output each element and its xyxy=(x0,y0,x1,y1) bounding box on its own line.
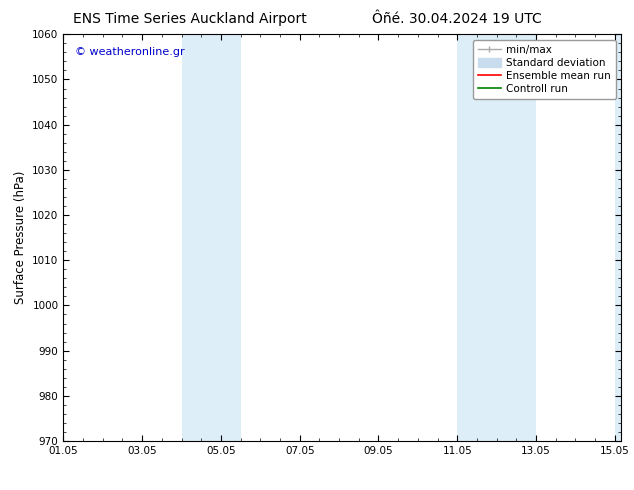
Bar xyxy=(457,34,536,441)
Text: ENS Time Series Auckland Airport: ENS Time Series Auckland Airport xyxy=(74,12,307,26)
Text: © weatheronline.gr: © weatheronline.gr xyxy=(75,47,184,56)
Y-axis label: Surface Pressure (hPa): Surface Pressure (hPa) xyxy=(14,171,27,304)
Bar xyxy=(181,34,241,441)
Text: Ôñé. 30.04.2024 19 UTC: Ôñé. 30.04.2024 19 UTC xyxy=(372,12,541,26)
Bar xyxy=(615,34,621,441)
Legend: min/max, Standard deviation, Ensemble mean run, Controll run: min/max, Standard deviation, Ensemble me… xyxy=(473,40,616,99)
